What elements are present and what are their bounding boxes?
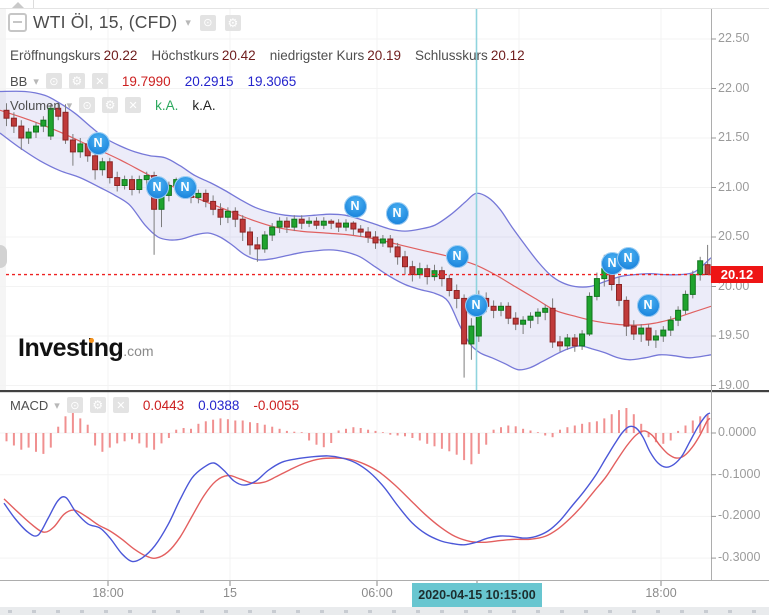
symbol-header: WTI Öl, 15, (CFD) ▾ ⊙ ⚙ [8, 12, 241, 33]
high-label: Höchstkurs [151, 48, 219, 63]
macd-axis-label: -0.1000 [718, 466, 761, 481]
panel-collapse-handle[interactable] [0, 245, 7, 268]
bb-upper-value: 20.2915 [184, 73, 234, 89]
logo-brand-text: Investing [18, 334, 124, 362]
price-axis-label: 22.00 [718, 80, 750, 95]
bb-lower-value: 19.3065 [247, 73, 297, 89]
news-marker[interactable]: N [86, 131, 110, 155]
low-readout: niedrigster Kurs 20.19 [270, 48, 401, 63]
close-readout: Schlusskurs 20.12 [415, 48, 525, 63]
bb-close-icon[interactable]: ✕ [91, 73, 108, 89]
chevron-down-icon[interactable]: ▾ [54, 399, 60, 412]
macd-axis-label: -0.3000 [718, 550, 761, 565]
price-axis-label: 19.00 [718, 377, 750, 392]
investing-logo: Investing.com [18, 334, 154, 363]
macd-gear-icon[interactable]: ⚙ [89, 397, 106, 413]
collapse-up-arrow-icon[interactable] [11, 2, 25, 8]
gear-icon[interactable]: ⚙ [224, 14, 241, 31]
bb-gear-icon[interactable]: ⚙ [68, 73, 85, 89]
last-price-badge: 20.12 [711, 266, 763, 284]
price-axis-label: 22.50 [718, 31, 750, 45]
time-axis-label: 06:00 [361, 586, 393, 600]
news-marker[interactable]: N [445, 244, 469, 268]
bb-visibility-icon[interactable]: ⊙ [45, 73, 62, 89]
news-marker[interactable]: N [173, 175, 197, 199]
close-label: Schlusskurs [415, 48, 488, 63]
bb-label[interactable]: BB [10, 73, 28, 89]
volume-indicator-row: Volumen ▾ ⊙ ⚙ ✕ k.A. k.A. [10, 97, 216, 113]
news-marker[interactable]: N [616, 246, 640, 270]
logo-accent-dot [89, 338, 94, 343]
price-axis-label: 19.50 [718, 328, 750, 342]
macd-axis-label: -0.2000 [718, 508, 761, 523]
open-value: 20.22 [103, 48, 138, 63]
high-value: 20.42 [221, 48, 256, 63]
bb-indicator-row: BB ▾ ⊙ ⚙ ✕ 19.7990 20.2915 19.3065 [10, 73, 296, 89]
time-axis-label: 18:00 [645, 586, 677, 600]
time-axis-label: 18:00 [92, 586, 124, 600]
news-marker[interactable]: N [464, 293, 488, 317]
macd-label[interactable]: MACD [10, 397, 49, 413]
price-axis-label: 21.00 [718, 179, 750, 194]
volume-gear-icon[interactable]: ⚙ [102, 97, 119, 113]
macd-indicator-row: MACD ▾ ⊙ ⚙ ✕ 0.0443 0.0388 -0.0055 [10, 397, 299, 413]
news-marker[interactable]: N [385, 201, 409, 225]
chevron-down-icon[interactable]: ▾ [185, 17, 191, 29]
main-pane[interactable] [0, 9, 711, 390]
news-marker[interactable]: N [145, 175, 169, 199]
news-marker[interactable]: N [636, 293, 660, 317]
price-axis-label: 21.50 [718, 130, 750, 144]
volume-visibility-icon[interactable]: ⊙ [79, 97, 96, 113]
macd-value: 0.0443 [142, 397, 185, 413]
chevron-down-icon[interactable]: ▾ [66, 99, 73, 112]
collapse-pane-icon[interactable] [8, 13, 27, 32]
price-axis-label: 20.50 [718, 229, 750, 243]
macd-hist-value: -0.0055 [253, 397, 300, 413]
open-readout: Eröffnungskurs 20.22 [10, 48, 137, 63]
macd-close-icon[interactable]: ✕ [112, 397, 129, 413]
volume-close-icon[interactable]: ✕ [125, 97, 142, 113]
logo-suffix-text: .com [123, 343, 154, 359]
bb-middle-value: 19.7990 [121, 73, 171, 89]
macd-visibility-icon[interactable]: ⊙ [66, 397, 83, 413]
low-value: 20.19 [367, 48, 402, 63]
high-readout: Höchstkurs 20.42 [151, 48, 255, 63]
chevron-down-icon[interactable]: ▾ [33, 75, 39, 88]
open-label: Eröffnungskurs [10, 48, 101, 63]
bottom-scroll-strip[interactable] [0, 607, 769, 615]
volume-value-2: k.A. [192, 97, 216, 113]
axis-layer [0, 9, 769, 586]
volume-value: k.A. [155, 97, 179, 113]
top-toolbar-fragment [0, 0, 769, 9]
low-label: niedrigster Kurs [269, 48, 365, 63]
visibility-icon[interactable]: ⊙ [199, 14, 216, 31]
macd-axis-label: 0.0000 [718, 425, 757, 439]
close-value: 20.12 [490, 48, 525, 63]
crosshair-time-label: 2020-04-15 10:15:00 [412, 583, 542, 607]
macd-pane[interactable] [0, 392, 711, 580]
time-axis-label: 15 [223, 586, 237, 600]
toolbar-divider [33, 0, 34, 8]
ohlc-readout: Eröffnungskurs 20.22 Höchstkurs 20.42 nied… [10, 48, 535, 63]
symbol-title[interactable]: WTI Öl, 15, (CFD) [33, 12, 178, 32]
macd-signal-value: 0.0388 [198, 397, 240, 413]
news-marker[interactable]: N [343, 194, 367, 218]
volume-label[interactable]: Volumen [10, 97, 61, 113]
